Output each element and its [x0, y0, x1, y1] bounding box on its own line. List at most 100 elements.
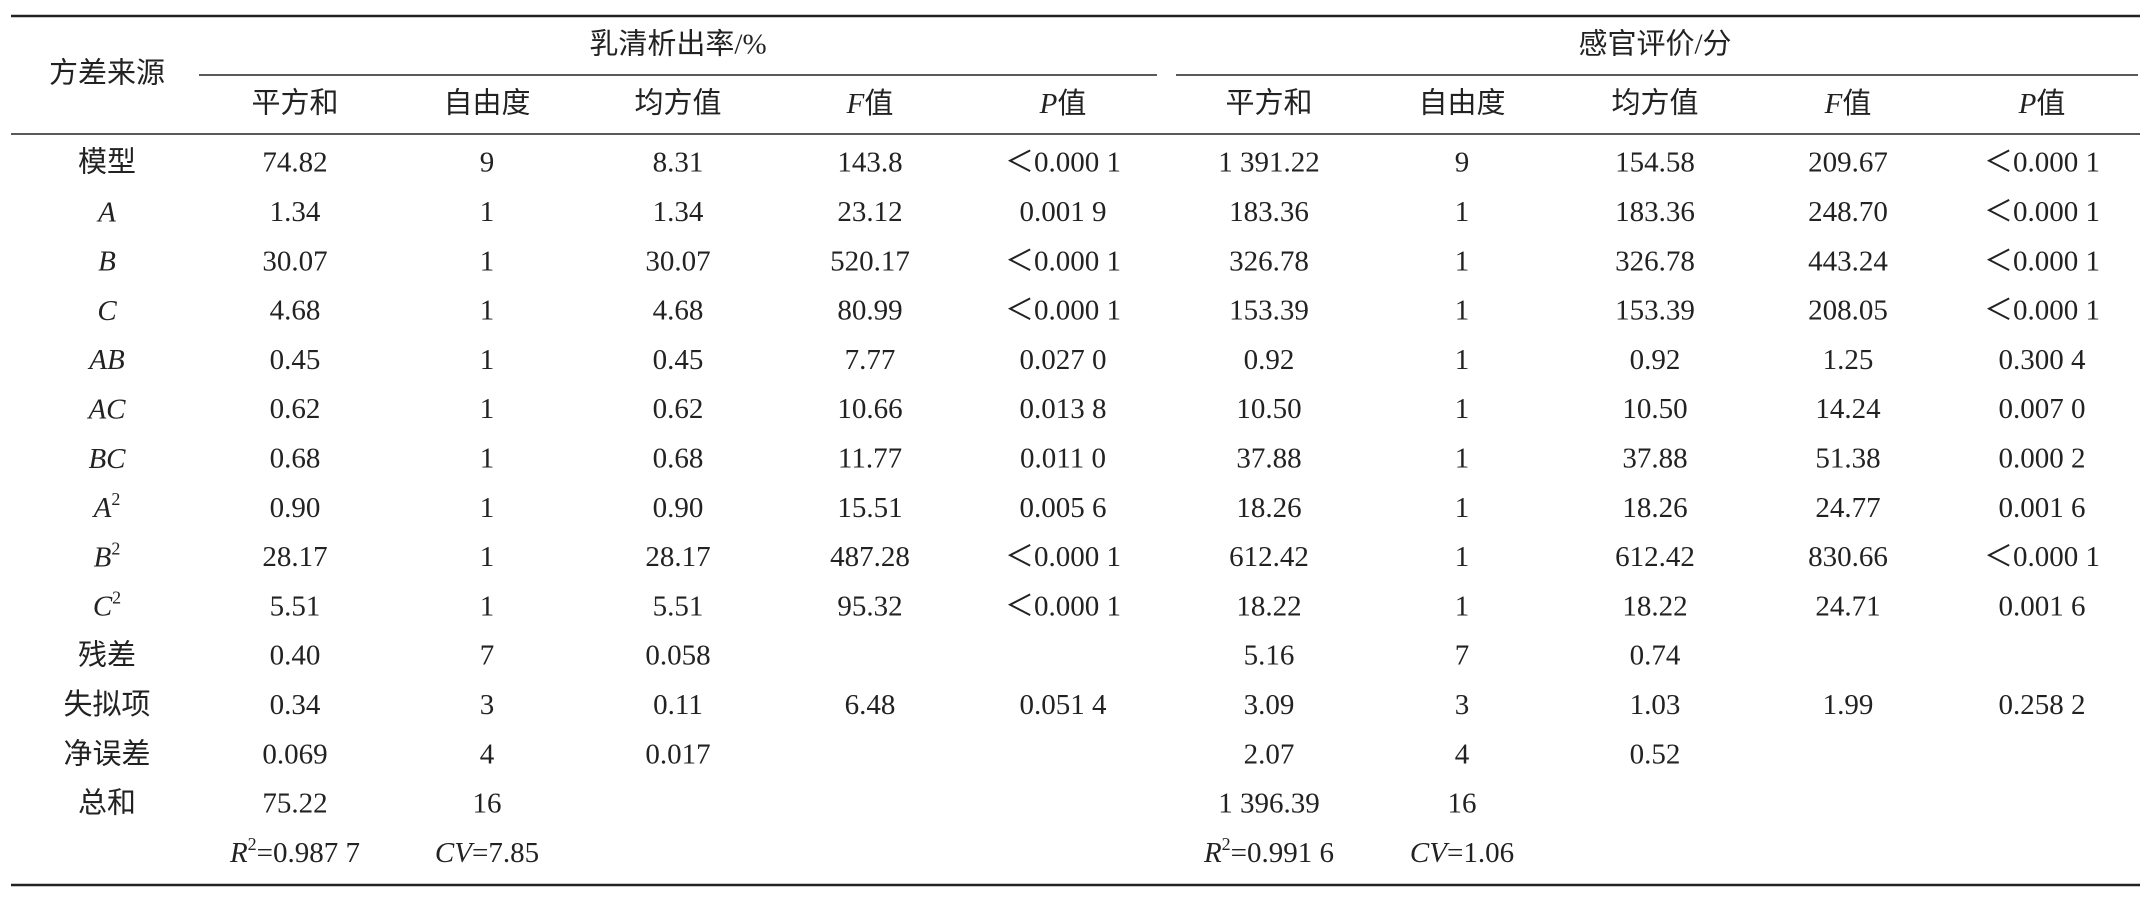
- table-cell: 0.011 0: [1020, 442, 1106, 474]
- table-cell: 248.70: [1808, 196, 1888, 228]
- column-header: F值: [1824, 87, 1872, 120]
- table-cell: 0.45: [653, 344, 704, 376]
- table-cell: 10.66: [837, 393, 902, 425]
- table-cell: 1 391.22: [1218, 147, 1320, 179]
- column-header: 均方值: [634, 87, 721, 120]
- table-cell: 15.51: [837, 492, 902, 524]
- table-cell: 11.77: [838, 442, 902, 474]
- text-segment: B: [98, 245, 116, 277]
- text-segment: P: [1039, 88, 1058, 120]
- table-cell: 1: [480, 590, 495, 622]
- table-cell: 208.05: [1808, 295, 1888, 327]
- table-cell: 209.67: [1808, 147, 1888, 179]
- table-cell: 37.88: [1622, 442, 1687, 474]
- table-cell: 1: [480, 245, 495, 277]
- table-cell: 0.017: [645, 738, 710, 770]
- row-label: A2: [92, 489, 121, 524]
- row-label: AC: [86, 393, 126, 425]
- table-cell: 7: [1455, 640, 1470, 672]
- table-cell: R2=0.987 7: [229, 834, 360, 869]
- text-segment: =1.06: [1447, 837, 1514, 869]
- table-cell: 0.258 2: [1999, 689, 2086, 721]
- table-cell: 1: [1455, 196, 1470, 228]
- table-cell: ＜0.000 1: [1005, 295, 1121, 327]
- table-cell: 1: [480, 196, 495, 228]
- text-segment: 值: [2036, 87, 2065, 120]
- table-cell: 1: [1455, 541, 1470, 573]
- group-title: 乳清析出率/%: [589, 28, 766, 61]
- table-cell: 0.74: [1630, 640, 1681, 672]
- table-cell: ＜0.000 1: [1005, 590, 1121, 622]
- text-segment: F: [846, 88, 865, 120]
- column-header: P值: [1039, 87, 1087, 120]
- text-segment: 2: [1222, 834, 1231, 854]
- table-cell: 5.51: [653, 590, 704, 622]
- table-cell: 0.45: [270, 344, 321, 376]
- table-cell: 0.001 6: [1999, 492, 2086, 524]
- table-cell: ＜0.000 1: [1005, 245, 1121, 277]
- table-cell: CV=1.06: [1410, 837, 1514, 869]
- row-label: AB: [87, 344, 125, 376]
- table-cell: 24.71: [1815, 590, 1880, 622]
- table-cell: 0.001 9: [1020, 196, 1107, 228]
- table-cell: 1: [480, 344, 495, 376]
- table-cell: ＜0.000 1: [1984, 147, 2100, 179]
- table-cell: 1: [1455, 442, 1470, 474]
- table-cell: 1: [480, 442, 495, 474]
- row-label: B: [98, 245, 116, 277]
- table-cell: 1: [1455, 492, 1470, 524]
- table-cell: 153.39: [1615, 295, 1695, 327]
- column-header: P值: [2018, 87, 2066, 120]
- table-cell: 1: [1455, 295, 1470, 327]
- text-segment: R: [1203, 837, 1222, 869]
- table-cell: 74.82: [262, 147, 327, 179]
- row-label: BC: [88, 442, 126, 474]
- row-label: 残差: [78, 639, 136, 672]
- table-cell: 0.62: [270, 393, 321, 425]
- row-header: 方差来源: [49, 57, 165, 90]
- table-cell: 0.007 0: [1999, 393, 2086, 425]
- table-cell: 1: [1455, 393, 1470, 425]
- table-cell: 0.001 6: [1999, 590, 2086, 622]
- table-cell: 0.92: [1630, 344, 1681, 376]
- table-cell: 143.8: [837, 147, 902, 179]
- text-segment: 2: [111, 539, 120, 559]
- table-cell: 9: [1455, 147, 1470, 179]
- table-cell: 0.92: [1244, 344, 1295, 376]
- table-cell: 37.88: [1236, 442, 1301, 474]
- text-segment: 值: [1057, 87, 1086, 120]
- table-cell: 4: [1455, 738, 1470, 770]
- row-label: 失拟项: [63, 688, 150, 721]
- table-cell: 0.300 4: [1999, 344, 2087, 376]
- column-header: 自由度: [443, 87, 530, 120]
- table-cell: ＜0.000 1: [1005, 147, 1121, 179]
- text-segment: P: [2018, 88, 2037, 120]
- column-header: 均方值: [1611, 87, 1698, 120]
- text-segment: R: [229, 837, 248, 869]
- table-cell: 4: [480, 738, 495, 770]
- column-header: 自由度: [1418, 87, 1505, 120]
- table-cell: 80.99: [837, 295, 902, 327]
- row-label: 总和: [78, 787, 136, 820]
- table-cell: 3.09: [1244, 689, 1295, 721]
- table-cell: 487.28: [830, 541, 910, 573]
- table-cell: 326.78: [1615, 245, 1695, 277]
- column-header: 平方和: [1225, 87, 1312, 120]
- column-header: F值: [846, 87, 894, 120]
- table-cell: 1.03: [1630, 689, 1681, 721]
- table-cell: 0.000 2: [1999, 442, 2086, 474]
- text-segment: F: [1824, 88, 1843, 120]
- table-cell: 830.66: [1808, 541, 1888, 573]
- table-cell: 1: [480, 492, 495, 524]
- table-cell: 30.07: [645, 245, 710, 277]
- table-cell: 1: [480, 393, 495, 425]
- table-cell: ＜0.000 1: [1005, 541, 1121, 573]
- group-title: 感官评价/分: [1578, 28, 1731, 61]
- table-cell: 0.11: [653, 689, 703, 721]
- table-cell: 1: [480, 541, 495, 573]
- table-cell: 28.17: [262, 541, 327, 573]
- row-label: C: [97, 295, 117, 327]
- table-cell: 6.48: [845, 689, 896, 721]
- table-cell: 18.22: [1622, 590, 1687, 622]
